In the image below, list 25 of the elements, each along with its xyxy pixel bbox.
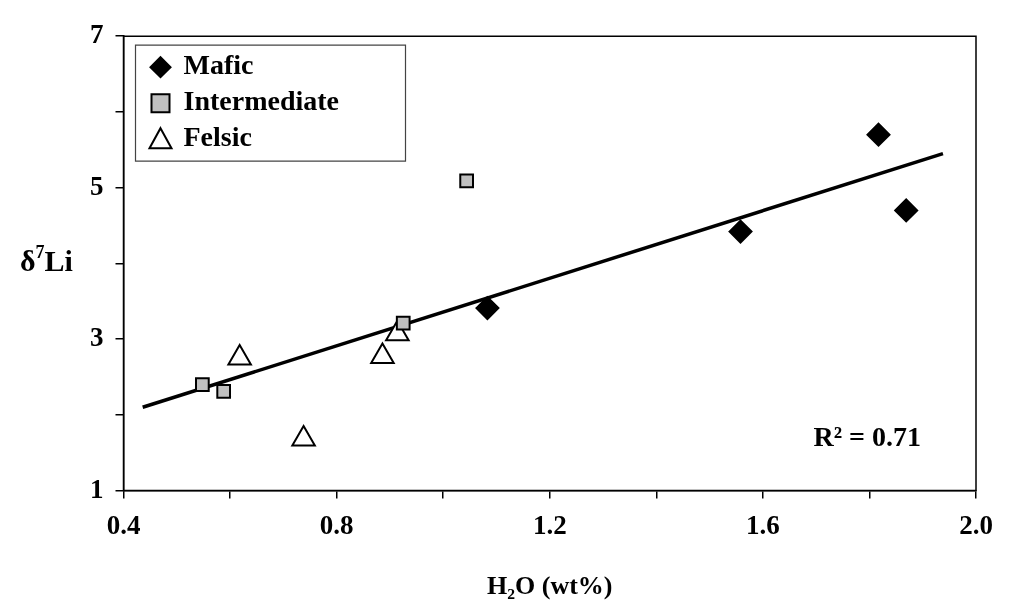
- legend-label: Mafic: [183, 49, 254, 81]
- point: [475, 296, 500, 321]
- point: [395, 315, 411, 331]
- point: [194, 377, 210, 392]
- point: [866, 122, 891, 147]
- x-tick-label: 0.4: [106, 509, 141, 540]
- x-tick-label: 0.8: [319, 509, 354, 540]
- y-tick-label: 3: [90, 322, 104, 353]
- point: [894, 198, 919, 223]
- x-tick-label: 1.6: [746, 509, 780, 540]
- annotation: R² = 0.71: [813, 420, 922, 452]
- legend-label: Intermediate: [183, 85, 340, 117]
- legend-label: Felsic: [183, 121, 252, 153]
- point: [227, 344, 252, 366]
- point: [216, 384, 232, 399]
- y-tick-label: 7: [90, 19, 104, 50]
- x-tick-label: 2.0: [959, 509, 993, 540]
- x-axis-title: H₂O (wt%): [487, 570, 613, 600]
- point: [291, 425, 316, 447]
- point: [459, 173, 474, 189]
- x-tick-label: 1.2: [532, 509, 567, 540]
- point: [370, 342, 395, 365]
- point: [728, 219, 753, 244]
- y-tick-label: 1: [90, 473, 104, 504]
- y-tick-label: 5: [90, 170, 104, 201]
